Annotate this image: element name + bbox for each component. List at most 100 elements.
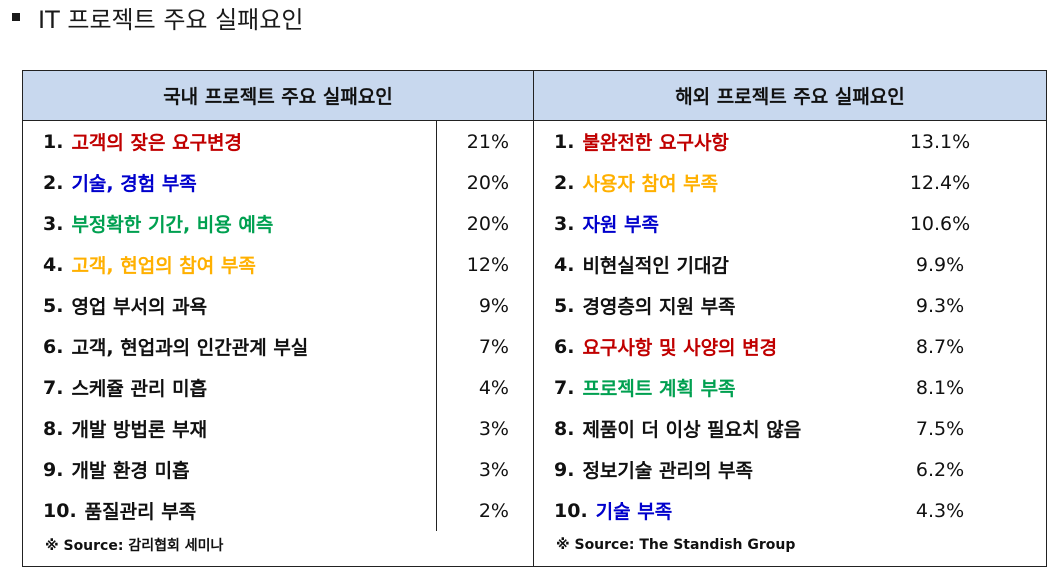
failure-factor: 10. 기술 부족 — [534, 490, 864, 531]
square-bullet-icon — [12, 13, 20, 21]
failure-factor: 3. 자원 부족 — [534, 203, 864, 244]
factor-text: 정보기술 관리의 부족 — [582, 460, 754, 482]
table-row: 3. 부정확한 기간, 비용 예측 20% — [23, 203, 533, 244]
factor-text: 고객의 잦은 요구변경 — [71, 132, 243, 154]
failure-factor: 10. 품질관리 부족 — [23, 490, 437, 531]
failure-factor: 2. 사용자 참여 부족 — [534, 162, 864, 203]
percentage: 3% — [478, 458, 509, 481]
rank-number: 5. — [554, 294, 575, 317]
failure-factor: 5. 영업 부서의 과욕 — [23, 285, 437, 326]
table-row: 9. 정보기술 관리의 부족 6.2% — [534, 449, 1046, 490]
factor-text: 개발 환경 미흡 — [71, 460, 190, 482]
rank-number: 9. — [554, 458, 575, 481]
table-row: 6. 고객, 현업과의 인간관계 부실 7% — [23, 326, 533, 367]
comparison-table: 국내 프로젝트 주요 실패요인 1. 고객의 잦은 요구변경 21% 2. 기술, 경험… — [22, 70, 1047, 567]
table-row: 7. 프로젝트 계획 부족 8.1% — [534, 367, 1046, 408]
factor-text: 자원 부족 — [582, 214, 659, 236]
failure-factor: 9. 개발 환경 미흡 — [23, 449, 437, 490]
table-row: 10. 품질관리 부족 2% — [23, 490, 533, 531]
table-row: 4. 고객, 현업의 참여 부족 12% — [23, 244, 533, 285]
rank-number: 4. — [554, 253, 575, 276]
title-text: IT 프로젝트 주요 실패요인 — [38, 5, 304, 34]
failure-factor: 5. 경영층의 지원 부족 — [534, 285, 864, 326]
percentage: 4.3% — [915, 499, 965, 522]
table-row: 2. 기술, 경험 부족 20% — [23, 162, 533, 203]
rank-number: 10. — [43, 499, 77, 522]
factor-text: 고객, 현업과의 인간관계 부실 — [71, 337, 309, 359]
table-row: 9. 개발 환경 미흡 3% — [23, 449, 533, 490]
failure-factor: 2. 기술, 경험 부족 — [23, 162, 437, 203]
percentage: 10.6% — [909, 212, 971, 235]
factor-text: 요구사항 및 사양의 변경 — [582, 337, 778, 359]
domestic-column: 국내 프로젝트 주요 실패요인 1. 고객의 잦은 요구변경 21% 2. 기술, 경험… — [23, 71, 533, 566]
page-title: IT 프로젝트 주요 실패요인 — [12, 2, 304, 34]
factor-text: 영업 부서의 과욕 — [71, 296, 208, 318]
overseas-column: 해외 프로젝트 주요 실패요인 1. 불완전한 요구사항 13.1% 2. 사용자 참여… — [533, 71, 1046, 566]
factor-text: 사용자 참여 부족 — [582, 173, 719, 195]
percentage: 6.2% — [915, 458, 965, 481]
factor-text: 제품이 더 이상 필요치 않음 — [582, 419, 802, 441]
overseas-source: ※ Source: The Standish Group — [556, 537, 796, 553]
factor-text: 부정확한 기간, 비용 예측 — [71, 214, 274, 236]
rank-number: 6. — [43, 335, 64, 358]
failure-factor: 6. 요구사항 및 사양의 변경 — [534, 326, 864, 367]
factor-text: 개발 방법론 부재 — [71, 419, 208, 441]
rank-number: 7. — [43, 376, 64, 399]
rank-number: 1. — [43, 130, 64, 153]
percentage: 3% — [478, 417, 509, 440]
percentage: 9.9% — [915, 253, 965, 276]
percentage: 12.4% — [909, 171, 971, 194]
factor-text: 불완전한 요구사항 — [582, 132, 729, 154]
rank-number: 6. — [554, 335, 575, 358]
table-row: 7. 스케쥴 관리 미흡 4% — [23, 367, 533, 408]
factor-text: 기술 부족 — [595, 501, 673, 523]
failure-factor: 4. 비현실적인 기대감 — [534, 244, 864, 285]
percentage: 7% — [478, 335, 509, 358]
failure-factor: 4. 고객, 현업의 참여 부족 — [23, 244, 437, 285]
table-row: 5. 경영층의 지원 부족 9.3% — [534, 285, 1046, 326]
factor-text: 경영층의 지원 부족 — [582, 296, 736, 318]
percentage: 13.1% — [909, 130, 971, 153]
failure-factor: 7. 프로젝트 계획 부족 — [534, 367, 864, 408]
failure-factor: 7. 스케쥴 관리 미흡 — [23, 367, 437, 408]
percentage: 8.1% — [915, 376, 965, 399]
table-row: 8. 제품이 더 이상 필요치 않음 7.5% — [534, 408, 1046, 449]
rank-number: 7. — [554, 376, 575, 399]
table-row: 6. 요구사항 및 사양의 변경 8.7% — [534, 326, 1046, 367]
rank-number: 8. — [554, 417, 575, 440]
rank-number: 3. — [554, 212, 575, 235]
domestic-source: ※ Source: 감리협회 세미나 — [45, 538, 224, 554]
table-row: 4. 비현실적인 기대감 9.9% — [534, 244, 1046, 285]
overseas-header: 해외 프로젝트 주요 실패요인 — [534, 71, 1046, 121]
rank-number: 4. — [43, 253, 64, 276]
factor-text: 비현실적인 기대감 — [582, 255, 729, 277]
failure-factor: 8. 개발 방법론 부재 — [23, 408, 437, 449]
percentage: 20% — [466, 171, 509, 194]
domestic-header: 국내 프로젝트 주요 실패요인 — [23, 71, 533, 121]
percentage: 12% — [466, 253, 509, 276]
percentage: 9.3% — [915, 294, 965, 317]
rank-number: 3. — [43, 212, 64, 235]
percentage: 7.5% — [915, 417, 965, 440]
table-row: 3. 자원 부족 10.6% — [534, 203, 1046, 244]
percentage: 20% — [466, 212, 509, 235]
factor-text: 프로젝트 계획 부족 — [582, 378, 736, 400]
percentage: 21% — [466, 130, 509, 153]
failure-factor: 3. 부정확한 기간, 비용 예측 — [23, 203, 437, 244]
table-row: 2. 사용자 참여 부족 12.4% — [534, 162, 1046, 203]
rank-number: 9. — [43, 458, 64, 481]
table-row: 1. 불완전한 요구사항 13.1% — [534, 121, 1046, 162]
factor-text: 품질관리 부족 — [84, 501, 197, 523]
failure-factor: 8. 제품이 더 이상 필요치 않음 — [534, 408, 864, 449]
factor-text: 고객, 현업의 참여 부족 — [71, 255, 256, 277]
rank-number: 2. — [43, 171, 64, 194]
rank-number: 1. — [554, 130, 575, 153]
table-row: 5. 영업 부서의 과욕 9% — [23, 285, 533, 326]
table-row: 8. 개발 방법론 부재 3% — [23, 408, 533, 449]
rank-number: 2. — [554, 171, 575, 194]
rank-number: 10. — [554, 499, 588, 522]
rank-number: 5. — [43, 294, 64, 317]
table-row: 1. 고객의 잦은 요구변경 21% — [23, 121, 533, 162]
percentage: 9% — [478, 294, 509, 317]
failure-factor: 6. 고객, 현업과의 인간관계 부실 — [23, 326, 437, 367]
